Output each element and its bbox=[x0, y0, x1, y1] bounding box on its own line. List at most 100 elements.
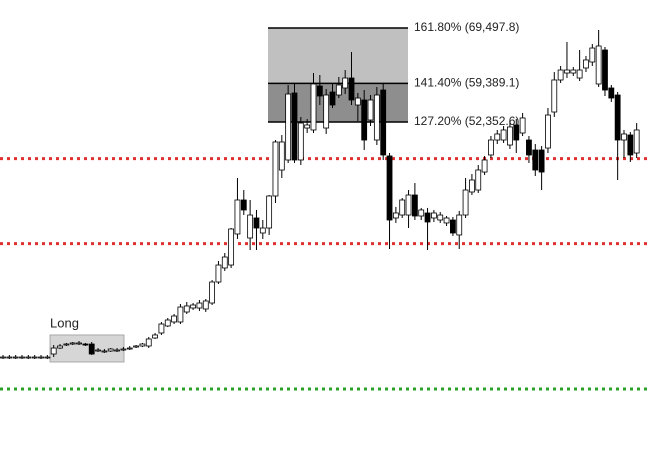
candle-body bbox=[456, 214, 463, 236]
candle-body bbox=[551, 79, 558, 113]
candle-body bbox=[481, 159, 488, 173]
candle-body bbox=[19, 356, 25, 359]
candle-body bbox=[278, 141, 285, 171]
candle-body bbox=[133, 345, 139, 348]
candle-body bbox=[418, 209, 425, 217]
candle-body bbox=[272, 141, 279, 197]
candle-body bbox=[424, 212, 431, 223]
long-label: Long bbox=[50, 315, 79, 330]
candle-body bbox=[494, 133, 501, 141]
candle-body bbox=[500, 129, 507, 141]
candle-body bbox=[240, 199, 247, 211]
fib-zone bbox=[268, 27, 408, 84]
candle-body bbox=[513, 124, 520, 141]
candle-body bbox=[126, 347, 133, 350]
candle-body bbox=[564, 69, 570, 74]
candle-body bbox=[44, 356, 51, 359]
candle-body bbox=[450, 219, 456, 234]
candle-body bbox=[12, 356, 19, 359]
candle-body bbox=[310, 83, 317, 131]
candle-body bbox=[316, 85, 323, 97]
candle-body bbox=[595, 45, 602, 85]
candle-body bbox=[335, 84, 342, 96]
candle-body bbox=[430, 212, 437, 219]
candle-body bbox=[95, 349, 101, 352]
candle-body bbox=[488, 139, 494, 156]
candle-body bbox=[253, 217, 260, 229]
candle-body bbox=[507, 126, 513, 146]
candle-body bbox=[392, 212, 399, 219]
candle-body bbox=[354, 97, 361, 106]
candle-body bbox=[583, 59, 589, 69]
candle-body bbox=[291, 92, 298, 161]
candle-body bbox=[614, 94, 621, 141]
candle-body bbox=[570, 69, 577, 74]
candle-body bbox=[82, 343, 89, 346]
fib-label: 127.20% (52,352.6) bbox=[414, 114, 519, 128]
candle-body bbox=[469, 179, 475, 193]
candle-body bbox=[76, 342, 82, 345]
candle-body bbox=[437, 214, 444, 221]
candle-body bbox=[633, 129, 640, 154]
candle-body bbox=[304, 124, 311, 129]
candle-body bbox=[215, 264, 222, 283]
candle-body bbox=[259, 227, 266, 234]
candle-body bbox=[576, 69, 583, 79]
candle-body bbox=[31, 356, 38, 359]
candle-body bbox=[190, 304, 196, 309]
candle-body bbox=[266, 195, 273, 229]
candle-body bbox=[69, 342, 76, 345]
candle-body bbox=[545, 114, 551, 149]
candle-body bbox=[411, 194, 418, 217]
candle-body bbox=[164, 319, 171, 327]
candle-body bbox=[139, 343, 146, 347]
candle-body bbox=[158, 323, 165, 334]
candle-body bbox=[405, 194, 412, 216]
candle-body bbox=[25, 356, 32, 359]
candle-body bbox=[120, 348, 127, 351]
candle-body bbox=[88, 343, 95, 355]
candle-body bbox=[114, 349, 120, 352]
candle-body bbox=[152, 334, 158, 339]
candle-body bbox=[145, 338, 152, 347]
candle-body bbox=[462, 189, 469, 216]
candle-body bbox=[50, 347, 57, 355]
candle-body bbox=[247, 214, 254, 239]
candle-body bbox=[323, 94, 330, 129]
candle-body bbox=[329, 91, 336, 106]
candle-body bbox=[348, 77, 355, 101]
candle-body bbox=[297, 122, 304, 161]
candle-body bbox=[6, 356, 13, 359]
candle-body bbox=[221, 256, 228, 269]
candle-body bbox=[443, 217, 450, 224]
candle-body bbox=[399, 199, 406, 216]
candle-body bbox=[171, 315, 177, 323]
candle-body bbox=[0, 356, 6, 359]
candle-body bbox=[285, 93, 292, 161]
candle-body bbox=[38, 356, 44, 359]
candle-body bbox=[380, 89, 387, 156]
candle-body bbox=[177, 306, 184, 323]
candle-body bbox=[526, 139, 532, 156]
candle-body bbox=[538, 149, 545, 173]
candle-body bbox=[183, 305, 190, 313]
candle-body bbox=[101, 350, 108, 353]
candle-body bbox=[602, 49, 608, 91]
candle-body bbox=[373, 94, 380, 141]
candle-body bbox=[209, 281, 216, 304]
candle-body bbox=[361, 99, 368, 141]
candle-body bbox=[475, 169, 482, 191]
candle-body bbox=[202, 300, 209, 310]
candle-body bbox=[532, 149, 539, 171]
candle-body bbox=[367, 99, 374, 121]
candle-body bbox=[589, 47, 596, 63]
candle-body bbox=[57, 345, 63, 349]
candle-body bbox=[342, 77, 349, 89]
candle-body bbox=[196, 302, 203, 309]
candle-body bbox=[107, 348, 114, 352]
long-box bbox=[49, 334, 125, 363]
candle-body bbox=[627, 134, 634, 156]
candle-body bbox=[608, 87, 615, 99]
fib-label: 141.40% (59,389.1) bbox=[414, 76, 519, 90]
